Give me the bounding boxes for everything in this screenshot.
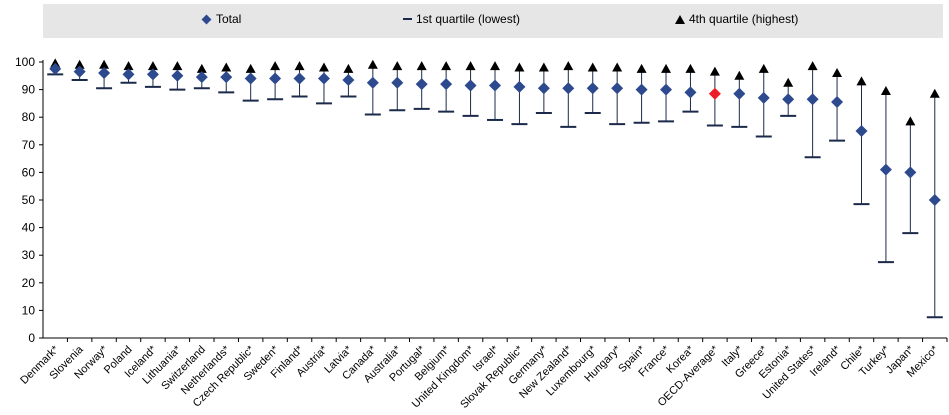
q4-marker bbox=[612, 62, 623, 72]
legend-item-q4: 4th quartile (highest) bbox=[675, 12, 798, 26]
total-marker-highlight bbox=[708, 87, 721, 100]
legend-label-q4: 4th quartile (highest) bbox=[689, 12, 799, 26]
total-marker bbox=[146, 68, 159, 81]
total-marker bbox=[342, 73, 355, 86]
q4-marker bbox=[147, 61, 158, 71]
total-marker bbox=[269, 72, 282, 85]
total-marker bbox=[195, 71, 208, 84]
total-marker bbox=[220, 71, 233, 84]
total-marker bbox=[831, 96, 844, 109]
total-marker bbox=[537, 82, 550, 95]
legend-item-total: Total bbox=[201, 12, 242, 26]
q4-marker bbox=[734, 70, 745, 80]
q4-marker bbox=[563, 61, 574, 71]
q4-marker bbox=[709, 66, 720, 76]
total-marker bbox=[684, 86, 697, 99]
q4-marker bbox=[441, 61, 452, 71]
q4-marker bbox=[636, 63, 647, 73]
y-tick-label: 90 bbox=[22, 83, 36, 97]
legend-label-q1: 1st quartile (lowest) bbox=[416, 12, 521, 26]
total-marker bbox=[464, 79, 477, 92]
y-tick-label: 80 bbox=[22, 110, 36, 124]
q4-marker bbox=[685, 63, 696, 73]
q4-marker bbox=[50, 58, 61, 68]
total-marker bbox=[757, 91, 770, 104]
total-marker bbox=[562, 82, 575, 95]
q4-marker bbox=[123, 61, 134, 71]
q4-marker bbox=[294, 61, 305, 71]
q4-marker bbox=[758, 63, 769, 73]
total-marker bbox=[782, 93, 795, 106]
total-marker bbox=[635, 83, 648, 96]
q4-marker bbox=[661, 63, 672, 73]
total-marker bbox=[611, 82, 624, 95]
legend-item-q1: 1st quartile (lowest) bbox=[403, 12, 520, 26]
total-marker bbox=[733, 87, 746, 100]
legend: Total 1st quartile (lowest) 4th quartile… bbox=[43, 4, 943, 38]
q4-marker bbox=[392, 61, 403, 71]
total-marker bbox=[489, 79, 501, 92]
q4-marker bbox=[99, 59, 110, 69]
q4-marker bbox=[465, 61, 476, 71]
q4-marker bbox=[245, 63, 256, 73]
total-marker bbox=[513, 80, 526, 93]
q4-marker bbox=[490, 61, 500, 71]
q4-marker bbox=[196, 63, 207, 73]
total-marker bbox=[391, 76, 404, 89]
total-marker bbox=[586, 82, 599, 95]
y-tick-label: 0 bbox=[28, 331, 35, 345]
y-tick-label: 60 bbox=[22, 165, 36, 179]
q4-marker bbox=[538, 62, 549, 72]
total-marker bbox=[440, 78, 453, 91]
q4-marker bbox=[343, 63, 354, 73]
y-tick-label: 30 bbox=[22, 248, 36, 262]
q4-marker bbox=[880, 85, 891, 95]
q4-marker bbox=[270, 61, 281, 71]
q4-marker bbox=[74, 59, 85, 69]
total-marker bbox=[244, 72, 257, 85]
total-marker bbox=[293, 72, 306, 85]
total-marker bbox=[660, 83, 673, 96]
q4-marker bbox=[416, 61, 427, 71]
total-marker bbox=[879, 163, 892, 176]
y-tick-label: 70 bbox=[22, 138, 36, 152]
q4-marker bbox=[856, 76, 867, 86]
legend-label-total: Total bbox=[216, 12, 242, 26]
triangle-icon bbox=[675, 14, 685, 24]
q4-marker bbox=[318, 62, 329, 72]
y-tick-label: 50 bbox=[22, 193, 36, 207]
q4-marker bbox=[807, 61, 818, 71]
total-marker bbox=[928, 194, 941, 206]
total-marker bbox=[122, 68, 135, 81]
q4-marker bbox=[905, 116, 916, 126]
total-marker bbox=[49, 62, 62, 75]
total-marker bbox=[415, 78, 428, 91]
total-marker bbox=[98, 67, 111, 80]
q4-marker bbox=[221, 62, 232, 72]
q4-marker bbox=[929, 88, 940, 98]
total-marker bbox=[904, 166, 917, 179]
q4-marker bbox=[367, 59, 378, 69]
y-tick-label: 40 bbox=[22, 221, 36, 235]
q4-marker bbox=[783, 77, 794, 87]
q4-marker bbox=[514, 62, 525, 72]
total-marker bbox=[855, 125, 868, 137]
q4-marker bbox=[172, 61, 183, 71]
q4-marker bbox=[587, 62, 598, 72]
total-marker bbox=[73, 65, 86, 78]
total-marker bbox=[366, 76, 379, 89]
total-marker bbox=[317, 72, 330, 85]
dash-icon bbox=[403, 18, 412, 20]
y-tick-label: 20 bbox=[22, 276, 36, 290]
total-marker bbox=[171, 69, 184, 82]
q4-marker bbox=[832, 68, 843, 78]
total-marker bbox=[806, 93, 819, 106]
y-tick-label: 10 bbox=[22, 303, 36, 317]
y-tick-label: 100 bbox=[15, 55, 35, 69]
